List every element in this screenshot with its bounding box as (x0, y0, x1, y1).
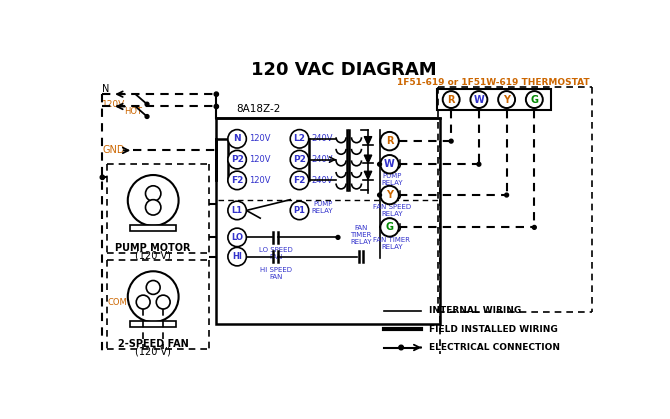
Text: P2: P2 (293, 155, 306, 164)
Text: 120V: 120V (249, 134, 271, 143)
Text: FIELD INSTALLED WIRING: FIELD INSTALLED WIRING (429, 325, 557, 334)
Text: 2-SPEED FAN: 2-SPEED FAN (118, 339, 188, 349)
Circle shape (128, 175, 179, 226)
Text: R: R (448, 95, 455, 105)
Polygon shape (364, 137, 372, 145)
Circle shape (443, 91, 460, 108)
Text: (120 V): (120 V) (135, 347, 171, 357)
Circle shape (228, 228, 247, 247)
Text: G: G (385, 222, 393, 233)
FancyBboxPatch shape (130, 225, 176, 231)
Text: LO: LO (231, 233, 243, 242)
Text: Y: Y (386, 190, 393, 200)
Circle shape (128, 271, 179, 322)
Text: (120 V): (120 V) (135, 251, 171, 261)
Text: W: W (474, 95, 484, 105)
Text: 120V: 120V (103, 100, 125, 109)
Circle shape (100, 175, 105, 179)
Text: 120 VAC DIAGRAM: 120 VAC DIAGRAM (251, 61, 436, 79)
FancyBboxPatch shape (130, 321, 176, 328)
Text: 120V: 120V (249, 155, 271, 164)
Text: R: R (386, 136, 393, 146)
Text: N: N (233, 134, 241, 143)
Text: P1: P1 (293, 206, 306, 215)
Text: LO: LO (138, 299, 148, 305)
Text: F2: F2 (293, 176, 306, 185)
Text: PUMP MOTOR: PUMP MOTOR (115, 243, 191, 253)
Circle shape (290, 201, 309, 220)
FancyBboxPatch shape (437, 89, 551, 110)
Circle shape (505, 193, 509, 197)
Circle shape (290, 171, 309, 190)
Circle shape (214, 92, 218, 96)
Circle shape (290, 150, 309, 169)
Text: L2: L2 (293, 134, 306, 143)
Text: FAN
TIMER
RELAY: FAN TIMER RELAY (350, 225, 372, 245)
Circle shape (136, 295, 150, 309)
Circle shape (381, 155, 399, 173)
FancyBboxPatch shape (216, 118, 440, 324)
Circle shape (399, 345, 403, 350)
Text: 240V: 240V (312, 155, 333, 164)
Text: PUMP
RELAY: PUMP RELAY (312, 201, 334, 214)
Circle shape (145, 114, 149, 119)
Text: FAN TIMER
RELAY: FAN TIMER RELAY (373, 237, 411, 250)
Text: HOT: HOT (124, 107, 142, 116)
Text: HI SPEED
FAN: HI SPEED FAN (259, 266, 291, 279)
Circle shape (146, 280, 160, 295)
Circle shape (477, 162, 481, 166)
Text: 240V: 240V (312, 134, 333, 143)
Text: Y: Y (503, 95, 510, 105)
Text: 120V: 120V (249, 176, 271, 185)
Circle shape (228, 150, 247, 169)
Circle shape (378, 193, 381, 197)
Text: PUMP
RELAY: PUMP RELAY (381, 173, 403, 186)
Circle shape (145, 200, 161, 215)
Text: L1: L1 (232, 206, 243, 215)
Circle shape (450, 139, 453, 143)
Circle shape (526, 91, 543, 108)
Circle shape (145, 186, 161, 201)
Circle shape (290, 129, 309, 148)
Circle shape (381, 218, 399, 237)
Circle shape (381, 132, 399, 150)
Circle shape (214, 104, 218, 109)
Text: INTERNAL WIRING: INTERNAL WIRING (429, 306, 521, 315)
Circle shape (378, 162, 381, 166)
Text: HI: HI (159, 299, 168, 305)
Circle shape (228, 129, 247, 148)
Text: W: W (384, 159, 395, 169)
Circle shape (228, 247, 247, 266)
Text: N: N (103, 84, 110, 94)
Polygon shape (364, 171, 372, 180)
Circle shape (470, 91, 487, 108)
Text: 1F51-619 or 1F51W-619 THERMOSTAT: 1F51-619 or 1F51W-619 THERMOSTAT (397, 78, 590, 87)
Circle shape (533, 225, 536, 229)
Text: HI: HI (232, 252, 242, 261)
Text: P2: P2 (230, 155, 244, 164)
Text: ELECTRICAL CONNECTION: ELECTRICAL CONNECTION (429, 343, 560, 352)
Text: F2: F2 (231, 176, 243, 185)
Text: 240V: 240V (312, 176, 333, 185)
Circle shape (498, 91, 515, 108)
Polygon shape (364, 155, 372, 163)
Circle shape (228, 171, 247, 190)
Text: 8A18Z-2: 8A18Z-2 (237, 104, 281, 114)
Circle shape (228, 201, 247, 220)
Circle shape (336, 235, 340, 239)
Circle shape (381, 186, 399, 204)
Text: GND: GND (103, 145, 125, 155)
Circle shape (156, 295, 170, 309)
Text: LO SPEED
FAN: LO SPEED FAN (259, 247, 293, 260)
Text: G: G (531, 95, 538, 105)
Text: FAN SPEED
RELAY: FAN SPEED RELAY (373, 204, 411, 217)
Text: COM: COM (107, 297, 127, 307)
Circle shape (145, 102, 149, 106)
